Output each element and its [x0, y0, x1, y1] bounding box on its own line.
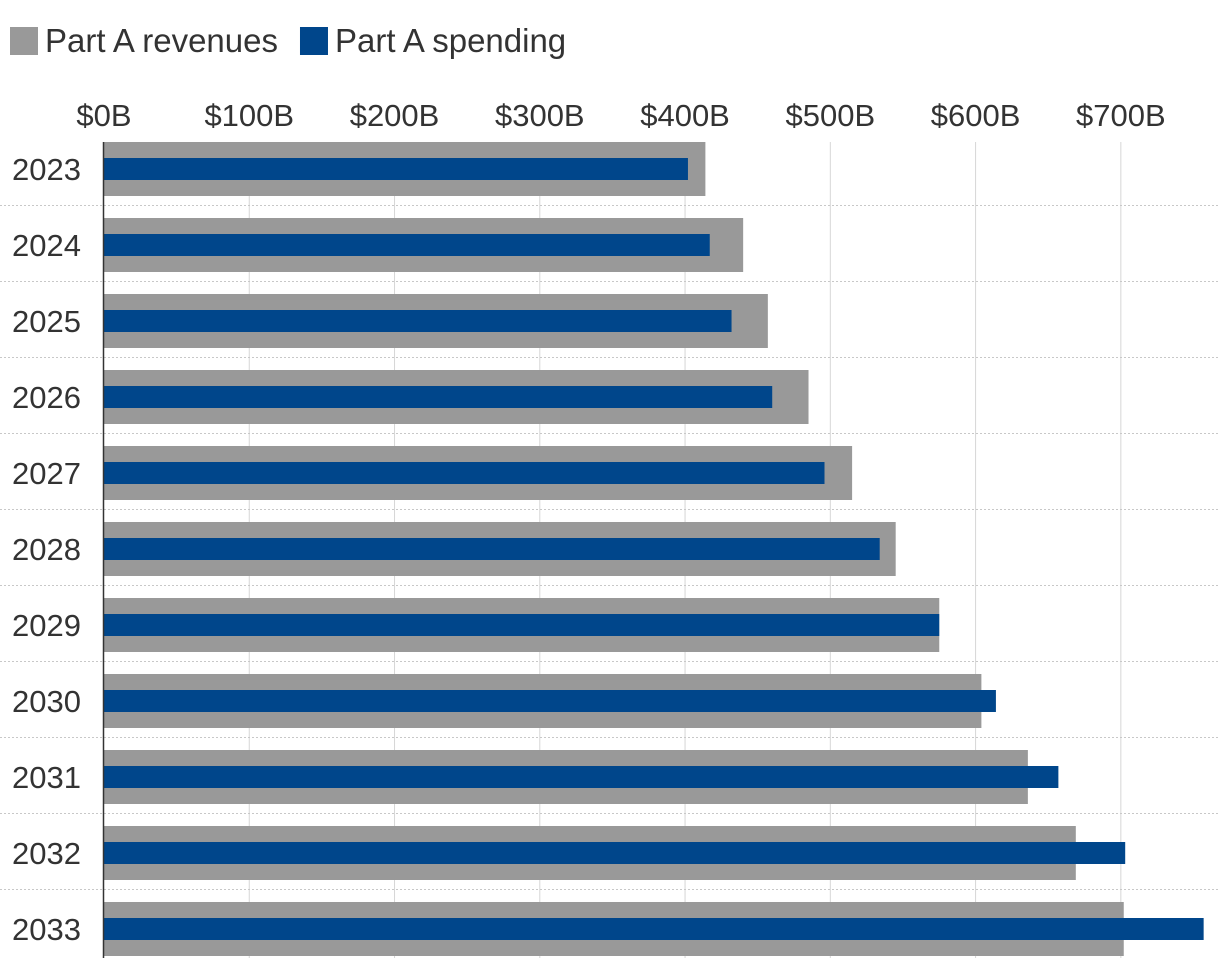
bar-spending-2033	[104, 918, 1204, 940]
bars	[104, 142, 1204, 956]
y-category-label: 2028	[12, 532, 81, 567]
y-category-label: 2023	[12, 152, 81, 187]
bar-spending-2032	[104, 842, 1126, 864]
legend-swatch-revenues	[10, 27, 38, 55]
grid	[0, 142, 1220, 958]
legend-swatch-spending	[299, 27, 328, 55]
x-tick-label: $700B	[1076, 98, 1166, 133]
y-category-label: 2030	[12, 684, 81, 719]
y-category-label: 2029	[12, 608, 81, 643]
y-axis: 2023 2024 2025 2026 2027 2028 2029 2030 2031 2032…	[12, 142, 105, 958]
x-tick-label: $200B	[350, 98, 440, 133]
y-category-label: 2024	[12, 228, 81, 263]
x-tick-label: $100B	[204, 98, 294, 133]
bar-spending-2025	[104, 310, 732, 332]
x-tick-label: $500B	[785, 98, 875, 133]
legend: Part A revenues Part A spending	[10, 22, 566, 59]
bar-spending-2024	[104, 234, 710, 256]
y-category-label: 2033	[12, 912, 81, 947]
legend-label-revenues: Part A revenues	[45, 22, 278, 59]
y-category-label: 2031	[12, 760, 81, 795]
y-category-label: 2026	[12, 380, 81, 415]
y-category-label: 2032	[12, 836, 81, 871]
bar-spending-2030	[104, 690, 996, 712]
x-tick-label: $0B	[76, 98, 131, 133]
y-category-label: 2025	[12, 304, 81, 339]
bar-spending-2027	[104, 462, 825, 484]
x-tick-label: $400B	[640, 98, 730, 133]
legend-label-spending: Part A spending	[335, 22, 566, 59]
bar-spending-2026	[104, 386, 773, 408]
x-tick-label: $600B	[931, 98, 1021, 133]
bar-spending-2029	[104, 614, 940, 636]
bar-spending-2028	[104, 538, 880, 560]
x-axis: $0B $100B $200B $300B $400B $500B $600B $700B	[76, 98, 1165, 133]
bar-spending-2031	[104, 766, 1059, 788]
y-category-label: 2027	[12, 456, 81, 491]
bar-spending-2023	[104, 158, 688, 180]
x-tick-label: $300B	[495, 98, 585, 133]
